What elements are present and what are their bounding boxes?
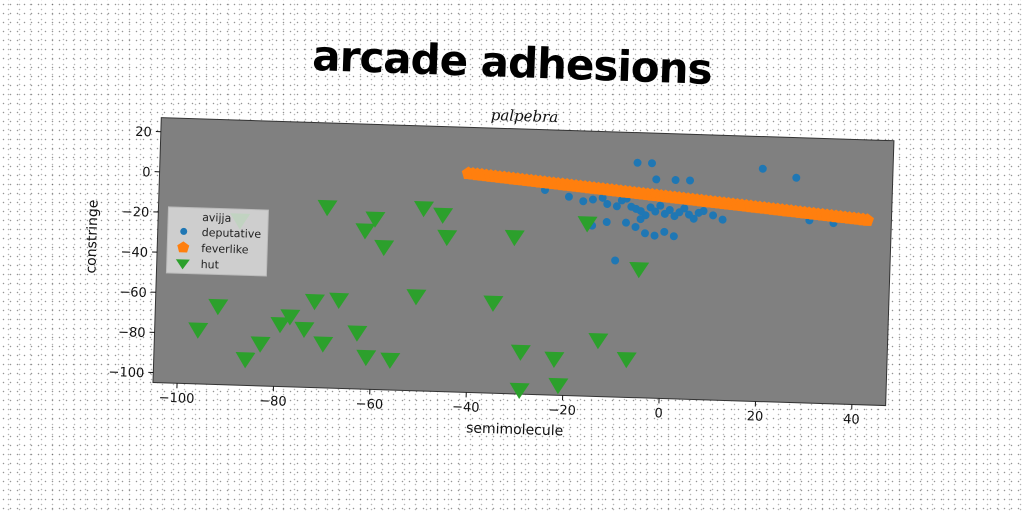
y-tick-label: 20 — [135, 125, 152, 141]
data-points — [188, 158, 874, 400]
point-hut — [280, 309, 301, 326]
point-hut — [374, 239, 395, 257]
point-deputative — [669, 232, 678, 241]
chart-subtitle: palpebra — [490, 106, 558, 126]
point-deputative — [660, 227, 669, 236]
point-deputative — [603, 199, 612, 208]
legend-marker-hut — [175, 259, 190, 270]
point-hut — [510, 344, 531, 361]
x-tick-label: −40 — [452, 400, 480, 416]
point-hut — [355, 223, 376, 240]
point-deputative — [671, 176, 680, 185]
point-deputative — [588, 195, 597, 204]
point-hut — [544, 351, 565, 368]
legend-label-deputative: deputative — [202, 226, 262, 241]
legend-marker-deputative — [180, 227, 188, 235]
point-hut — [329, 292, 350, 309]
point-hut — [414, 200, 435, 218]
point-deputative — [656, 201, 665, 210]
point-hut — [304, 293, 325, 311]
y-tick-label: −60 — [119, 285, 147, 301]
point-hut — [437, 229, 458, 247]
point-hut — [317, 199, 338, 217]
point-hut — [483, 295, 504, 312]
point-hut — [616, 351, 637, 369]
legend: avijja deputative feverlike hut — [165, 206, 269, 277]
point-deputative — [758, 164, 767, 173]
point-deputative — [665, 205, 674, 214]
point-hut — [504, 229, 525, 247]
axis-ticks: −100 −80 −60 −40 −20 0 20 40 20 0 −20 −40 −60 −80 −100 — [108, 125, 860, 428]
legend-box — [165, 206, 269, 277]
point-feverlike — [860, 213, 874, 227]
point-deputative — [650, 231, 659, 240]
legend-header: avijja — [202, 211, 232, 225]
point-deputative — [633, 158, 642, 167]
point-hut — [433, 207, 454, 224]
point-deputative — [602, 218, 611, 227]
x-tick-label: −60 — [355, 397, 383, 413]
x-tick-label: 40 — [843, 412, 860, 428]
x-tick-label: −20 — [548, 403, 576, 419]
x-axis-label: semimolecule — [466, 420, 564, 439]
point-deputative — [686, 176, 695, 185]
point-deputative — [709, 211, 718, 220]
point-hut — [406, 289, 427, 306]
point-deputative — [647, 159, 656, 168]
y-axis-label: constringe — [83, 199, 101, 273]
point-deputative — [792, 173, 801, 182]
x-tick-label: 20 — [746, 409, 763, 425]
legend-marker-feverlike — [177, 241, 190, 253]
legend-label-hut: hut — [200, 258, 219, 272]
point-hut — [588, 332, 609, 350]
point-deputative — [640, 229, 649, 238]
point-hut — [294, 321, 315, 339]
point-hut — [208, 298, 229, 316]
plot-group: −100 −80 −60 −40 −20 0 20 40200−20−40−60−80−100… — [83, 106, 895, 439]
point-deputative — [612, 202, 621, 211]
point-deputative — [689, 214, 698, 223]
point-hut — [250, 336, 271, 353]
y-tick-label: 0 — [142, 165, 151, 180]
point-hut — [380, 352, 401, 369]
point-hut — [365, 211, 386, 228]
y-tick-label: −80 — [118, 325, 146, 341]
point-hut — [548, 377, 569, 395]
point-deputative — [718, 215, 727, 224]
y-tick-label: −100 — [108, 365, 144, 381]
point-deputative — [579, 197, 588, 206]
point-hut — [356, 349, 377, 367]
point-deputative — [636, 215, 645, 224]
point-deputative — [564, 192, 573, 201]
point-hut — [509, 382, 530, 400]
point-hut — [270, 316, 291, 334]
x-tick-label: 0 — [654, 406, 663, 421]
point-deputative — [621, 218, 630, 227]
x-tick-label: −100 — [158, 391, 194, 407]
point-hut — [577, 216, 598, 233]
point-deputative — [680, 204, 689, 213]
legend-label-feverlike: feverlike — [201, 242, 249, 256]
point-deputative — [611, 256, 620, 265]
point-hut — [313, 336, 334, 353]
y-tick-label: −20 — [122, 205, 150, 221]
point-hut — [629, 261, 650, 279]
point-deputative — [631, 222, 640, 231]
point-deputative — [598, 193, 607, 202]
point-deputative — [651, 207, 660, 216]
x-tick-label: −80 — [259, 394, 287, 410]
point-hut — [188, 322, 209, 339]
point-deputative — [652, 175, 661, 184]
y-tick-label: −40 — [120, 245, 148, 261]
point-deputative — [699, 207, 708, 216]
point-hut — [347, 325, 368, 342]
point-hut — [235, 352, 256, 369]
